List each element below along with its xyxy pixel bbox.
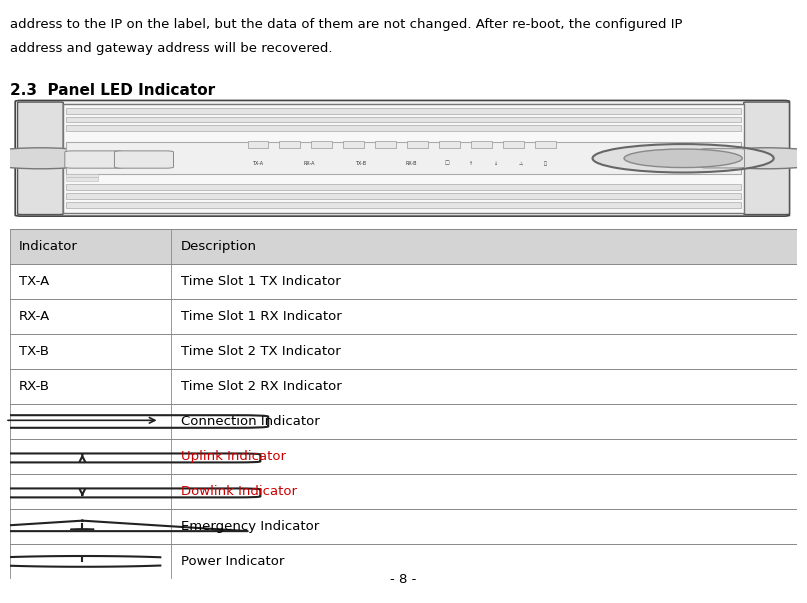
Bar [471, 141, 491, 148]
Bar [66, 108, 742, 114]
Bar [439, 141, 460, 148]
Text: RX-B: RX-B [19, 380, 50, 393]
Text: - 8 -: - 8 - [391, 573, 416, 586]
Bar [535, 141, 555, 148]
Bar [10, 299, 797, 334]
Text: address and gateway address will be recovered.: address and gateway address will be reco… [10, 42, 332, 55]
Bar [10, 439, 797, 474]
FancyBboxPatch shape [65, 151, 124, 168]
Text: Dowlink Indicator: Dowlink Indicator [181, 485, 297, 498]
FancyBboxPatch shape [115, 151, 174, 168]
Bar [66, 125, 742, 131]
Bar [66, 185, 742, 191]
Circle shape [0, 148, 107, 169]
Text: Connection Indicator: Connection Indicator [181, 415, 320, 428]
Text: Time Slot 1 RX Indicator: Time Slot 1 RX Indicator [181, 310, 341, 323]
Bar [343, 141, 364, 148]
Bar [63, 104, 744, 213]
Bar [66, 174, 98, 177]
Text: □: □ [445, 161, 449, 166]
Bar [10, 369, 797, 404]
Text: TX-A: TX-A [253, 161, 263, 166]
Text: RX-A: RX-A [19, 310, 50, 323]
Circle shape [624, 149, 742, 168]
Bar [66, 193, 742, 199]
Bar [248, 141, 268, 148]
Bar [10, 509, 797, 544]
Bar [312, 141, 332, 148]
Text: Description: Description [181, 240, 257, 253]
FancyBboxPatch shape [18, 102, 63, 215]
Text: Emergency Indicator: Emergency Indicator [181, 520, 319, 533]
Bar [66, 177, 98, 180]
Text: RX-A: RX-A [303, 161, 315, 166]
Text: Indicator: Indicator [19, 240, 78, 253]
Bar [10, 334, 797, 369]
Text: ↓: ↓ [494, 161, 498, 166]
Bar [10, 229, 797, 264]
Text: TX-A: TX-A [19, 275, 49, 288]
Bar [10, 474, 797, 509]
Bar [66, 142, 742, 174]
Circle shape [700, 148, 807, 169]
Text: TX-B: TX-B [354, 161, 366, 166]
Text: TX-B: TX-B [19, 345, 49, 358]
Text: Time Slot 1 TX Indicator: Time Slot 1 TX Indicator [181, 275, 341, 288]
FancyBboxPatch shape [15, 101, 789, 216]
Text: address to the IP on the label, but the data of them are not changed. After re-b: address to the IP on the label, but the … [10, 18, 682, 31]
Bar [503, 141, 524, 148]
Text: ↑: ↑ [470, 161, 474, 166]
Text: RX-B: RX-B [406, 161, 417, 166]
Text: 2.3  Panel LED Indicator: 2.3 Panel LED Indicator [10, 83, 215, 98]
Bar [66, 202, 742, 207]
Bar [10, 404, 797, 439]
Text: Time Slot 2 RX Indicator: Time Slot 2 RX Indicator [181, 380, 341, 393]
Bar [408, 141, 428, 148]
Circle shape [592, 144, 774, 172]
Text: Uplink Indicator: Uplink Indicator [181, 450, 286, 463]
Bar [10, 544, 797, 579]
Text: ⚠: ⚠ [518, 161, 523, 166]
Bar [279, 141, 300, 148]
Text: Time Slot 2 TX Indicator: Time Slot 2 TX Indicator [181, 345, 341, 358]
Text: ⏻: ⏻ [544, 161, 546, 166]
Bar [375, 141, 395, 148]
Circle shape [70, 529, 94, 530]
FancyBboxPatch shape [700, 149, 745, 168]
Text: Power Indicator: Power Indicator [181, 555, 284, 568]
Bar [10, 264, 797, 299]
FancyBboxPatch shape [744, 102, 789, 215]
Bar [66, 116, 742, 122]
